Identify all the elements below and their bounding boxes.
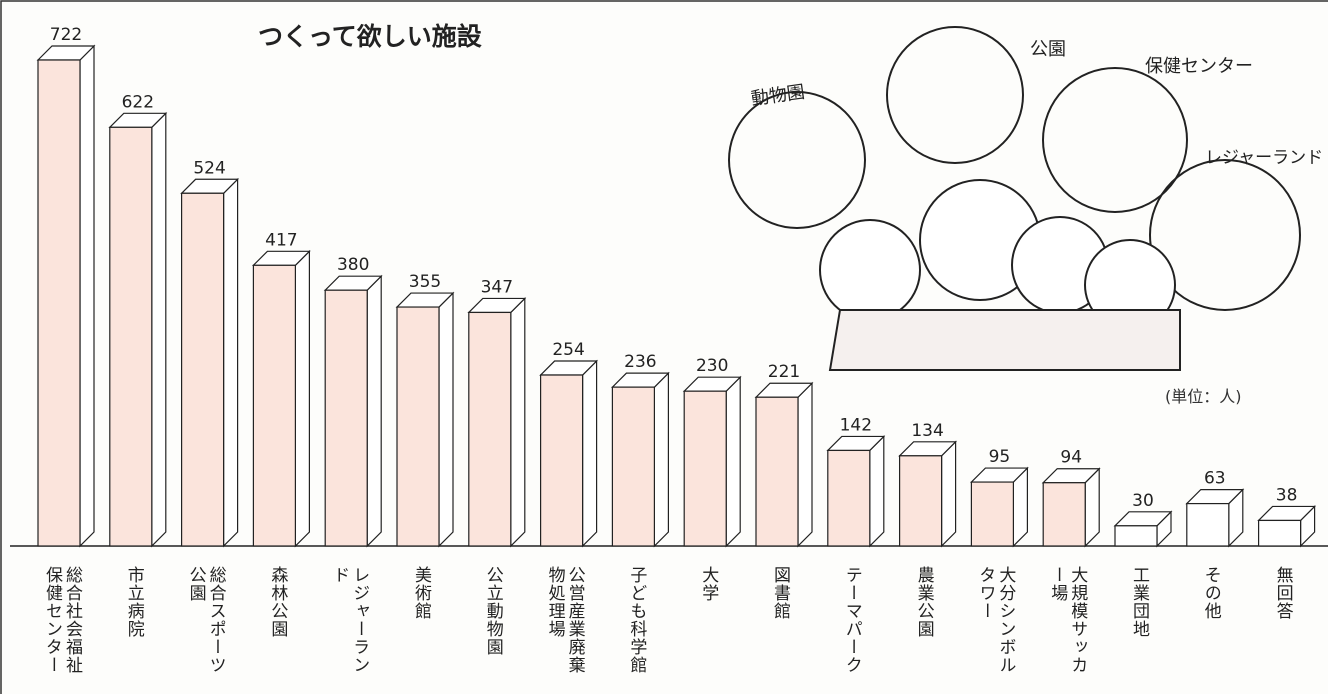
illustration-label: 保健センター [1145,56,1253,77]
bar-side [511,298,525,546]
illustration-label: レジャーランド [1205,148,1323,168]
bar-front [397,307,439,546]
bar [900,442,956,546]
value-label: 254 [552,340,584,360]
value-label: 236 [624,352,656,372]
bar-front [253,265,295,546]
bar-front [469,312,511,546]
bar-side [942,442,956,546]
bar-front [1259,520,1301,546]
category-label: 市立病院 [124,566,144,690]
bar-front [1115,526,1157,546]
face [820,220,920,320]
bar-side [654,373,668,546]
value-label: 622 [122,92,154,112]
value-label: 722 [50,25,82,45]
category-label: 公営産業廃棄物処理場 [545,566,585,690]
bar [684,377,740,546]
bar-front [684,391,726,546]
value-label: 221 [768,362,800,382]
unit-note: (単位：人) [1165,387,1242,406]
illustration-label: 公園 [1030,39,1066,60]
bar-front [756,397,798,546]
value-label: 95 [989,447,1011,467]
bar-front [325,290,367,546]
bar-front [828,450,870,546]
category-label: 子ども科学館 [626,566,646,690]
category-label: 総合スポーツ公園 [186,566,226,690]
value-label: 38 [1276,485,1298,505]
category-label: 農業公園 [914,566,934,690]
bar [1187,490,1243,546]
category-label: 大学 [698,566,718,690]
page: つくって欲しい施設 (単位：人) 動物園 公園 保健センター レジャーランド 7… [0,0,1328,694]
value-label: 63 [1204,469,1226,489]
bar-front [110,127,152,546]
bar-side [870,436,884,546]
bar [397,293,453,546]
category-label: 総合社会福祉保健センター [42,566,82,690]
category-label: 図書館 [770,566,790,690]
bar-front [38,60,80,546]
illustration [729,27,1300,370]
bar-side [726,377,740,546]
value-label: 142 [840,415,872,435]
value-label: 230 [696,356,728,376]
category-label: 工業団地 [1129,566,1149,690]
bar-side [798,383,812,546]
bar [1259,506,1315,546]
value-label: 380 [337,255,369,275]
bubble [729,92,865,228]
bar [469,298,525,546]
bar-side [439,293,453,546]
category-label: 森林公園 [267,566,287,690]
bar-side [367,276,381,546]
bar [253,251,309,546]
bar [828,436,884,546]
bar-front [612,387,654,546]
value-label: 355 [409,272,441,292]
bar [756,383,812,546]
chart-title: つくって欲しい施設 [258,22,483,51]
bar [612,373,668,546]
bar-side [152,113,166,546]
bar [1043,469,1099,546]
value-label: 347 [481,277,513,297]
bubble [887,27,1023,163]
bar [1115,512,1171,546]
category-label: 無回答 [1273,566,1293,690]
category-label: 美術館 [411,566,431,690]
bar-front [182,193,224,546]
category-label: テーマパーク [842,566,862,690]
bar [182,179,238,546]
bar [325,276,381,546]
bar [110,113,166,546]
bar-front [971,482,1013,546]
bar-front [1187,504,1229,546]
category-label: 大規模サッカー場 [1047,566,1087,690]
bar-front [1043,483,1085,546]
illustration-label: 動物園 [750,82,806,110]
value-label: 524 [193,158,225,178]
category-label: 公立動物園 [483,566,503,690]
value-label: 417 [265,230,297,250]
bar-front [900,456,942,546]
bar-side [80,46,94,546]
bar [38,46,94,546]
value-label: 30 [1132,491,1154,511]
bar-side [224,179,238,546]
bar [541,361,597,546]
bar-side [295,251,309,546]
bar-front [541,375,583,546]
category-label: その他 [1201,566,1221,690]
bar-side [583,361,597,546]
value-label: 134 [911,421,943,441]
category-label: 大分シンボルタワー [975,566,1015,690]
value-label: 94 [1060,448,1082,468]
bodies [830,310,1180,370]
category-label: レジャーランド [329,566,369,690]
bar [971,468,1027,546]
